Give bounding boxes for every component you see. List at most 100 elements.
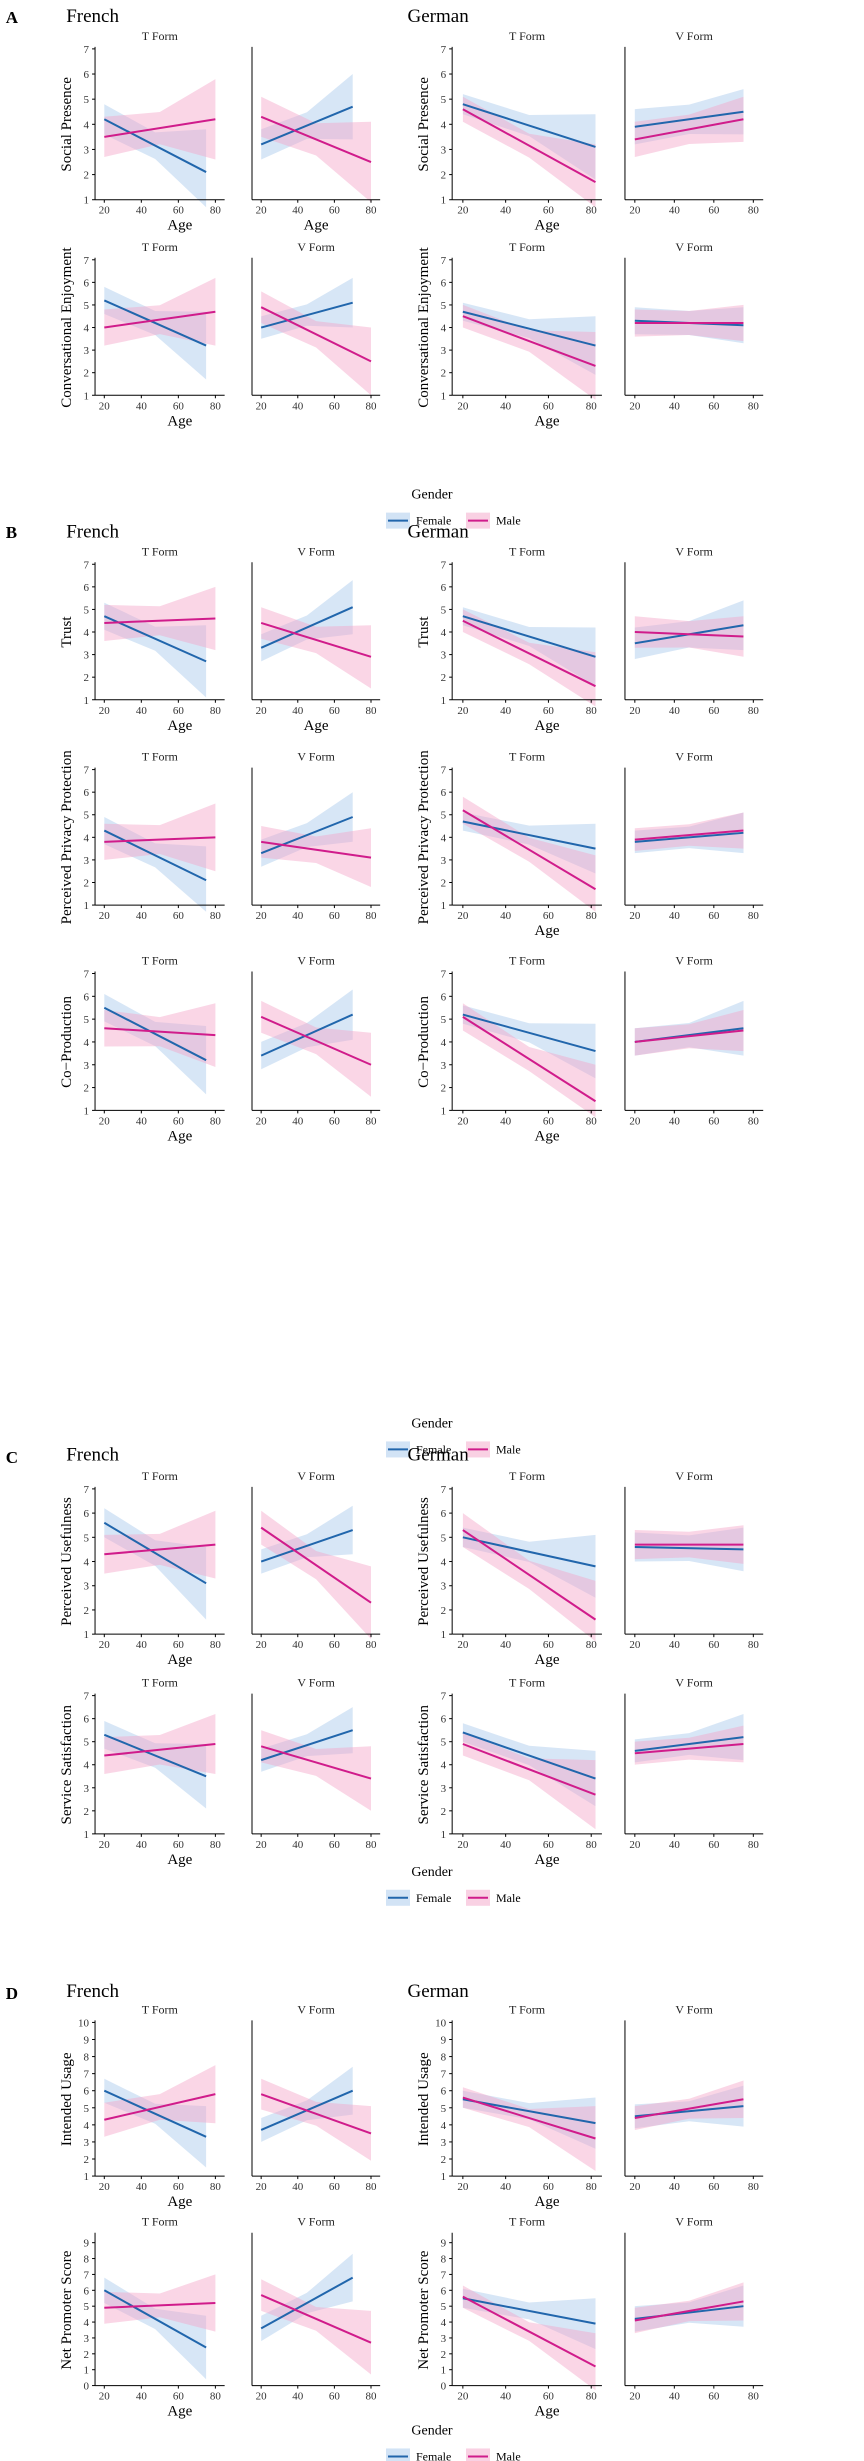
male-confidence-band bbox=[261, 1510, 371, 1639]
x-tick-label: 20 bbox=[457, 400, 469, 412]
male-confidence-band bbox=[462, 1513, 596, 1642]
y-tick-label: 5 bbox=[441, 1532, 447, 1544]
y-tick-label: 4 bbox=[441, 1037, 447, 1049]
x-tick-label: 20 bbox=[99, 2181, 111, 2193]
x-axis-title: Age bbox=[304, 718, 329, 734]
male-fit-line bbox=[104, 1743, 216, 1757]
x-tick-label: 60 bbox=[173, 2181, 185, 2193]
facet-strip-label: V Form bbox=[675, 750, 713, 764]
x-tick-label: 40 bbox=[292, 205, 304, 217]
x-tick-label: 20 bbox=[629, 400, 641, 412]
subplot-french-t-form: T Form 20 40 60 80 Age 1 2 3 4 5 6 7 Perceived Useful… bbox=[59, 1469, 225, 1668]
x-tick-label: 40 bbox=[669, 2391, 681, 2403]
y-tick-label: 1 bbox=[441, 390, 447, 402]
male-fit-line bbox=[462, 1016, 597, 1103]
x-tick-label: 60 bbox=[708, 1115, 720, 1127]
x-tick-label: 60 bbox=[708, 2181, 720, 2193]
y-tick-label: 1 bbox=[441, 2365, 447, 2377]
x-tick-label: 60 bbox=[173, 400, 185, 412]
subplot-german-v-form: V Form 20 40 60 80 bbox=[624, 954, 764, 1127]
y-tick-label: 5 bbox=[84, 1737, 90, 1749]
y-tick-label: 7 bbox=[441, 255, 447, 267]
x-tick-label: 80 bbox=[748, 400, 760, 412]
y-tick-label: 4 bbox=[441, 323, 447, 335]
subplot-german-t-form: T Form 20 40 60 80 Age 1 2 3 4 5 6 7 Conversational E… bbox=[416, 240, 602, 429]
y-tick-label: 7 bbox=[84, 969, 90, 981]
y-tick-label: 6 bbox=[84, 991, 90, 1003]
x-tick-label: 20 bbox=[99, 400, 111, 412]
x-tick-label: 80 bbox=[748, 705, 760, 717]
male-fit-line bbox=[104, 310, 216, 329]
y-tick-label: 4 bbox=[84, 1037, 90, 1049]
x-axis-title: Age bbox=[535, 1652, 560, 1668]
y-tick-label: 2 bbox=[84, 2349, 90, 2361]
y-tick-label: 7 bbox=[84, 2069, 90, 2081]
x-tick-label: 80 bbox=[366, 1639, 378, 1651]
x-tick-label: 20 bbox=[256, 2181, 268, 2193]
x-tick-label: 60 bbox=[543, 400, 555, 412]
male-fit-line bbox=[104, 617, 216, 624]
y-tick-label: 3 bbox=[441, 2137, 447, 2149]
y-tick-label: 7 bbox=[441, 765, 447, 777]
y-tick-label: 8 bbox=[84, 2254, 90, 2266]
x-tick-label: 60 bbox=[173, 205, 185, 217]
y-tick-label: 5 bbox=[441, 2103, 447, 2115]
male-fit-line bbox=[104, 2093, 216, 2121]
subplot-german-v-form: V Form 20 40 60 80 bbox=[624, 1469, 764, 1651]
female-confidence-band bbox=[261, 792, 353, 867]
y-tick-label: 6 bbox=[441, 1714, 447, 1726]
language-title-french: French bbox=[66, 521, 119, 542]
y-tick-label: 7 bbox=[84, 44, 90, 56]
x-tick-label: 40 bbox=[136, 705, 148, 717]
x-tick-label: 60 bbox=[543, 205, 555, 217]
x-tick-label: 40 bbox=[500, 1639, 512, 1651]
y-tick-label: 1 bbox=[84, 2365, 90, 2377]
x-tick-label: 20 bbox=[457, 1115, 469, 1127]
facet-strip-label: T Form bbox=[509, 2002, 546, 2016]
facet-strip-label: T Form bbox=[142, 29, 179, 43]
female-confidence-band bbox=[261, 1707, 353, 1772]
x-tick-label: 40 bbox=[669, 205, 681, 217]
male-confidence-band bbox=[462, 796, 596, 912]
male-confidence-band bbox=[261, 2078, 371, 2161]
x-tick-label: 20 bbox=[99, 1115, 111, 1127]
subplot-german-v-form: V Form 20 40 60 80 bbox=[624, 544, 764, 717]
female-fit-line bbox=[462, 615, 596, 658]
x-tick-label: 80 bbox=[748, 910, 760, 922]
y-tick-label: 1 bbox=[84, 695, 90, 707]
female-fit-line bbox=[462, 1013, 596, 1053]
female-fit-line bbox=[103, 2089, 207, 2138]
y-tick-label: 2 bbox=[84, 672, 90, 684]
legend-female-label: Female bbox=[416, 1891, 451, 1905]
y-tick-label: 1 bbox=[441, 1105, 447, 1117]
male-fit-line bbox=[634, 2300, 744, 2322]
y-axis-title: Net Promoter Score bbox=[416, 2250, 432, 2369]
section-c: C French German T Form 20 40 60 80 Age 1 2 3 4 5 6 7 Per… bbox=[6, 1445, 764, 1906]
facet-strip-label: T Form bbox=[509, 240, 546, 254]
x-tick-label: 40 bbox=[500, 2181, 512, 2193]
x-tick-label: 20 bbox=[457, 705, 469, 717]
y-axis-title: Perceived Privacy Protection bbox=[59, 750, 75, 925]
y-tick-label: 3 bbox=[441, 855, 447, 867]
x-tick-label: 40 bbox=[136, 910, 148, 922]
x-tick-label: 80 bbox=[748, 2181, 760, 2193]
x-tick-label: 80 bbox=[586, 2181, 598, 2193]
x-axis-title: Age bbox=[167, 2404, 192, 2420]
y-tick-label: 3 bbox=[84, 855, 90, 867]
x-tick-label: 40 bbox=[136, 2391, 148, 2403]
x-tick-label: 20 bbox=[629, 910, 641, 922]
female-confidence-band bbox=[104, 1721, 207, 1809]
language-title-german: German bbox=[408, 1981, 470, 2002]
y-tick-label: 3 bbox=[84, 1783, 90, 1795]
y-tick-label: 1 bbox=[84, 195, 90, 207]
female-confidence-band bbox=[261, 989, 353, 1070]
male-fit-line bbox=[104, 1027, 216, 1037]
male-fit-line bbox=[104, 836, 216, 843]
facet-strip-label: T Form bbox=[142, 240, 179, 254]
x-tick-label: 40 bbox=[136, 2181, 148, 2193]
y-axis-title: Conversational Enjoyment bbox=[416, 247, 432, 408]
section-a: A French German T Form 20 40 60 80 Age 1 2 3 4 5 6 7 Soc… bbox=[6, 6, 764, 529]
facet-strip-label: V Form bbox=[675, 954, 713, 968]
subplot-german-t-form: T Form 20 40 60 80 Age 0 1 2 3 4 5 6 7 8 9 Net Promoter … bbox=[416, 2215, 602, 2420]
y-tick-label: 3 bbox=[441, 650, 447, 662]
